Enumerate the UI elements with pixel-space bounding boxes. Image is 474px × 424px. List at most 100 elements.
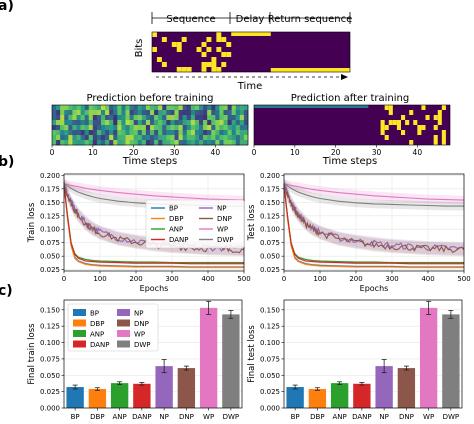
panel-label-b: b) xyxy=(0,154,14,170)
bar-wp xyxy=(199,307,218,408)
task-input-bit xyxy=(181,37,187,42)
heatmap-cell xyxy=(154,125,159,131)
heatmap-cell xyxy=(88,130,94,136)
heatmap-cell xyxy=(145,130,151,136)
task-input-bit xyxy=(206,37,212,42)
task-heatmap-frame xyxy=(151,31,351,73)
heatmap-cell xyxy=(109,130,114,136)
heatmap-cell xyxy=(239,120,245,126)
task-input-bit xyxy=(201,52,207,57)
y-tick-label: 0.175 xyxy=(260,185,280,193)
heatmap-cell xyxy=(235,135,241,141)
bar-danp xyxy=(133,383,151,408)
time-tick-label: 0 xyxy=(50,148,55,157)
heatmap-cell xyxy=(227,125,232,131)
predicted-bit xyxy=(437,110,442,115)
plot-frame xyxy=(283,299,463,409)
prediction-before-heatmap xyxy=(51,104,249,146)
bar-danp xyxy=(353,383,371,408)
heatmap-cell xyxy=(68,105,73,111)
heatmap-cell xyxy=(243,140,249,146)
task-input-bit xyxy=(206,47,212,52)
category-label: ANP xyxy=(113,413,127,421)
heatmap-cell xyxy=(207,120,212,126)
heatmap-cell xyxy=(166,135,171,141)
category-label: DANP xyxy=(132,413,152,421)
heatmap-cell xyxy=(194,120,200,126)
heatmap-cell xyxy=(194,140,200,146)
heatmap-cell xyxy=(80,115,85,121)
heatmap-cell xyxy=(101,130,106,136)
predicted-bit xyxy=(433,135,438,140)
heatmap-cell xyxy=(101,140,106,146)
heatmap-cell xyxy=(92,110,98,116)
heatmap-cell xyxy=(211,120,216,126)
predicted-bit xyxy=(380,120,385,125)
heatmap-cell xyxy=(215,125,220,131)
series-band-dwp xyxy=(284,179,464,211)
heatmap-cell xyxy=(121,125,126,131)
y-tick-label: 0.025 xyxy=(260,266,280,274)
heatmap-cell xyxy=(133,135,139,141)
task-input-bit xyxy=(156,57,162,62)
heatmap-cell xyxy=(56,140,61,146)
y-tick-label: 0.000 xyxy=(260,405,280,413)
predicted-bit xyxy=(421,125,426,130)
y-tick-label: 0.050 xyxy=(260,253,280,261)
heatmap-cell xyxy=(68,110,73,116)
task-input-bit xyxy=(226,52,232,57)
heatmap-cell xyxy=(52,125,57,131)
heatmap-cell xyxy=(170,110,175,116)
heatmap-cell xyxy=(219,120,224,126)
task-input-bit xyxy=(221,37,227,42)
heatmap-cell xyxy=(145,125,151,131)
heatmap-cell xyxy=(141,120,147,126)
pred-before-title: Prediction before training xyxy=(87,93,214,104)
legend-swatch-dwp xyxy=(117,340,130,348)
heatmap-cell xyxy=(166,110,171,116)
heatmap-cell xyxy=(80,125,85,131)
heatmap-cell xyxy=(231,110,237,116)
heatmap-cell xyxy=(235,140,241,146)
predicted-bit xyxy=(433,115,438,120)
heatmap-cell xyxy=(170,135,175,141)
heatmap-cell xyxy=(199,125,204,131)
predicted-bit xyxy=(413,120,418,125)
y-tick-label: 0.025 xyxy=(40,388,60,396)
legend-label-np: NP xyxy=(134,310,143,318)
pred-after-xlabel: Time steps xyxy=(322,156,378,167)
legend-label-dnp: DNP xyxy=(134,320,149,328)
heatmap-cell xyxy=(190,110,196,116)
heatmap-cell xyxy=(141,130,147,136)
heatmap-cell xyxy=(88,125,94,131)
heatmap-cell xyxy=(113,130,118,136)
series-line-dbp xyxy=(63,184,244,269)
heatmap-cell xyxy=(194,115,200,121)
heatmap-cell xyxy=(170,125,175,131)
heatmap-cell xyxy=(84,130,90,136)
heatmap-cell xyxy=(121,130,126,136)
heatmap-cell xyxy=(235,120,241,126)
task-input-bit xyxy=(196,47,202,52)
heatmap-cell xyxy=(243,115,249,121)
heatmap-cell xyxy=(76,115,81,121)
heatmap-cell xyxy=(194,130,200,136)
predicted-bit xyxy=(388,105,393,110)
heatmap-cell xyxy=(56,130,61,136)
heatmap-cell xyxy=(150,135,155,141)
heatmap-cell xyxy=(158,105,163,111)
heatmap-cell xyxy=(239,125,245,131)
heatmap-cell xyxy=(92,105,98,111)
heatmap-cell xyxy=(133,110,139,116)
x-axis-label: Epochs xyxy=(140,284,169,293)
heatmap-cell xyxy=(56,125,61,131)
heatmap-cell xyxy=(150,115,155,121)
heatmap-cell xyxy=(133,115,139,121)
heatmap-cell xyxy=(215,105,220,111)
heatmap-cell xyxy=(60,140,65,146)
heatmap-cell xyxy=(162,125,167,131)
series-line-dbp xyxy=(283,184,464,269)
predicted-bit xyxy=(425,115,430,120)
y-tick-label: 0.075 xyxy=(40,355,60,363)
